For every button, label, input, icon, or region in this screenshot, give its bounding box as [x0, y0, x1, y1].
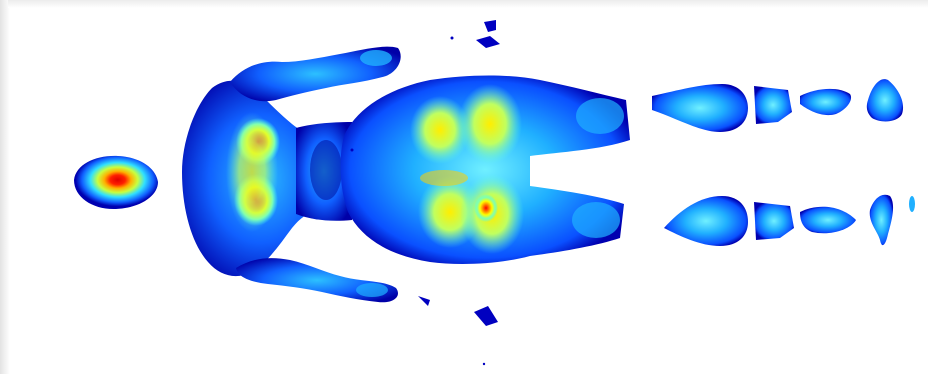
- pelvis-region: [340, 75, 630, 264]
- noise-specks: [350, 20, 500, 366]
- waist-region: [296, 122, 352, 221]
- arm-regions: [230, 46, 401, 303]
- head-region: [74, 155, 158, 210]
- upper-back-region: [182, 80, 340, 277]
- leg-regions: [652, 79, 915, 246]
